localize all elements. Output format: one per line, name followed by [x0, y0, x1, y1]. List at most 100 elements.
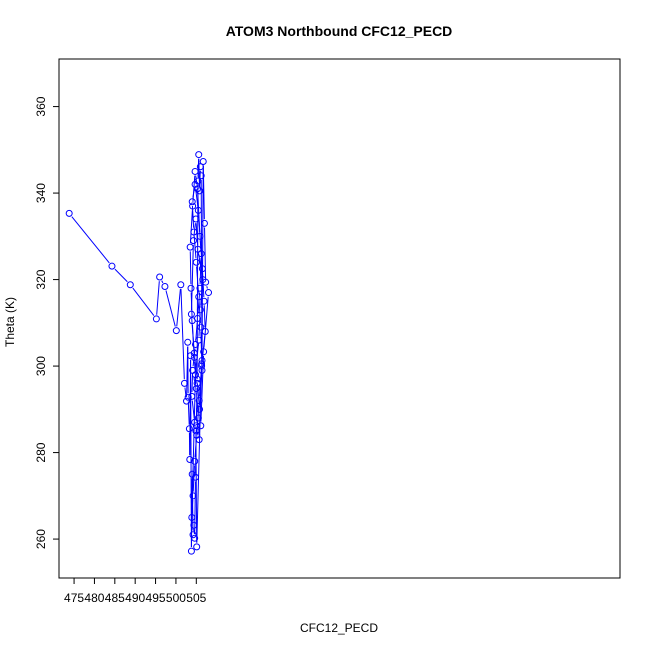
data-point	[189, 202, 197, 210]
series-segment	[191, 374, 193, 393]
series-segment	[190, 359, 192, 547]
data-point	[196, 405, 204, 413]
data-point	[189, 492, 197, 500]
x-tick-label: 505	[186, 591, 206, 605]
series-segment	[195, 223, 199, 246]
series-segment	[156, 281, 160, 315]
data-point	[187, 310, 195, 318]
data-point	[187, 547, 195, 555]
data-point	[198, 362, 206, 370]
series-segment	[192, 188, 195, 198]
series-segment	[202, 165, 205, 220]
series-segment	[165, 290, 176, 327]
series-segment	[196, 404, 200, 432]
series-segment	[196, 266, 199, 293]
series-segment	[192, 348, 196, 367]
data-point	[195, 151, 203, 159]
data-point	[191, 418, 199, 426]
series-layer	[65, 151, 213, 555]
series-segment	[114, 268, 128, 283]
data-point	[191, 167, 199, 175]
data-point	[189, 237, 197, 245]
data-point	[161, 282, 169, 290]
series-segment	[203, 305, 206, 328]
data-point	[194, 245, 202, 253]
series-segment	[71, 216, 110, 264]
x-axis-label: CFC12_PECD	[300, 621, 378, 635]
x-tick-label: 490	[125, 591, 145, 605]
data-point	[172, 327, 180, 335]
data-point	[190, 228, 198, 236]
series-segment	[193, 223, 196, 237]
series-segment	[132, 287, 155, 316]
data-point	[196, 187, 204, 195]
x-axis: 475 480 485 490 495 500 505	[64, 577, 207, 605]
data-point	[192, 215, 200, 223]
y-tick-label: 300	[34, 356, 48, 376]
data-point	[186, 455, 194, 463]
data-point	[177, 281, 185, 289]
data-point	[126, 281, 134, 289]
series-segment	[194, 481, 196, 535]
series-segment	[189, 210, 193, 243]
data-point	[201, 327, 209, 335]
series-segment	[195, 322, 198, 341]
series-segment	[197, 292, 201, 315]
data-point	[188, 198, 196, 206]
data-point	[192, 427, 200, 435]
data-point	[196, 284, 204, 292]
data-point	[190, 521, 198, 529]
data-point	[191, 534, 199, 542]
data-point	[188, 392, 196, 400]
data-point	[185, 425, 193, 433]
x-tick-label: 475	[64, 591, 84, 605]
data-point	[191, 180, 199, 188]
data-point	[189, 366, 197, 374]
data-point	[198, 366, 206, 374]
data-point	[195, 397, 203, 405]
data-point	[196, 232, 204, 240]
data-point	[190, 349, 198, 357]
y-axis-label: Theta (K)	[3, 297, 17, 347]
series-segment	[187, 401, 190, 425]
series	[65, 151, 213, 555]
x-tick-label: 480	[84, 591, 104, 605]
x-tick-label: 485	[105, 591, 125, 605]
data-point	[197, 172, 205, 180]
data-point	[180, 379, 188, 387]
data-point	[198, 360, 206, 368]
data-point	[194, 414, 202, 422]
data-point	[191, 340, 199, 348]
data-point	[186, 243, 194, 251]
y-tick-label: 320	[34, 269, 48, 289]
data-point	[189, 531, 197, 539]
data-point	[192, 385, 200, 393]
data-point	[190, 353, 198, 361]
series-segment	[180, 288, 185, 380]
data-point	[193, 379, 201, 387]
data-point	[191, 473, 199, 481]
data-point	[184, 393, 192, 401]
data-point	[200, 297, 208, 305]
data-point	[152, 315, 160, 323]
series-segment	[195, 175, 198, 185]
series-segment	[189, 251, 192, 285]
data-point	[198, 265, 206, 273]
data-point	[193, 543, 201, 551]
data-point	[183, 397, 191, 405]
series-segment	[191, 400, 195, 419]
data-point	[199, 158, 207, 166]
data-point	[205, 289, 213, 297]
data-point	[108, 262, 116, 270]
data-point	[194, 206, 202, 214]
y-tick-label: 340	[34, 183, 48, 203]
y-tick-label: 360	[34, 96, 48, 116]
series-segment	[191, 378, 196, 514]
series-segment	[206, 286, 208, 289]
data-point	[192, 258, 200, 266]
chart-title: ATOM3 Northbound CFC12_PECD	[226, 23, 453, 39]
data-point	[195, 336, 203, 344]
data-point	[200, 348, 208, 356]
series-segment	[191, 205, 195, 228]
